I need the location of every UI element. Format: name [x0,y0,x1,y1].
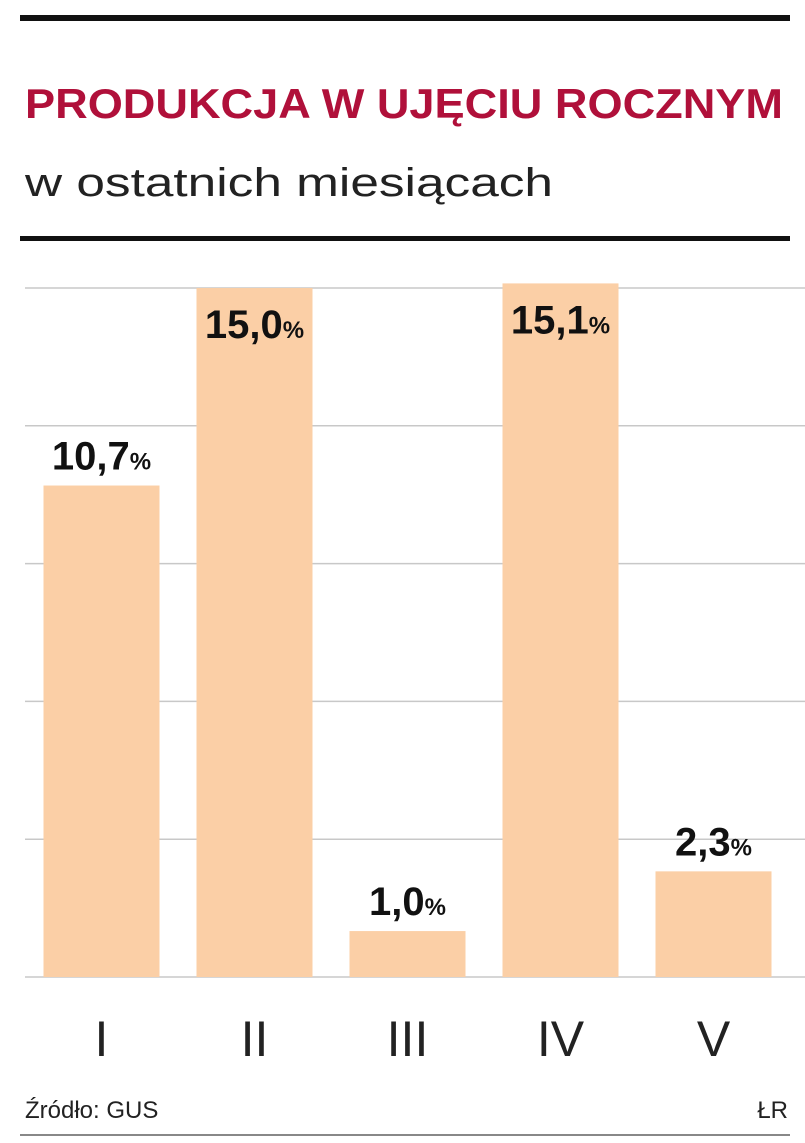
credit: ŁR [757,1097,788,1124]
bar [502,283,619,977]
bar [43,485,160,977]
value-label: 15,1% [511,298,610,342]
chart-title: PRODUKCJA W UJĘCIU ROCZNYM [25,80,783,127]
x-tick-label: II [241,1011,269,1067]
bar [349,931,466,977]
x-tick-label: I [95,1011,109,1067]
title-rule [20,236,790,241]
bar [196,288,313,977]
source: Źródło: GUS [25,1097,158,1124]
x-tick-label: III [387,1011,429,1067]
x-tick-label: V [697,1011,731,1067]
value-label: 1,0% [369,880,446,924]
x-tick-label: IV [537,1011,585,1067]
value-label: 15,0% [205,303,304,347]
chart-subtitle: w ostatnich miesiącach [24,161,553,205]
plot: 10,7% I 15,0% II 1,0% III 15,1% IV 2,3% V [25,283,805,1067]
top-rule [20,15,790,21]
value-label: 2,3% [675,820,752,864]
value-label: 10,7% [52,435,151,479]
bar [655,871,772,977]
